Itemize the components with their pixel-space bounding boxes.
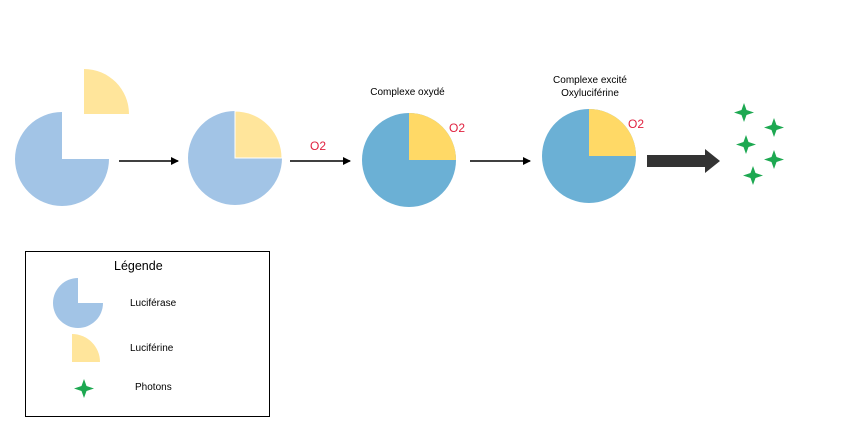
photons-group bbox=[734, 103, 784, 185]
stage-4-label-line2: Oxyluciférine bbox=[561, 88, 619, 99]
stage-3-oxidized-complex bbox=[362, 113, 456, 207]
legend-box bbox=[25, 251, 270, 417]
legend-label-luciferase: Luciférase bbox=[130, 298, 177, 309]
legend-label-photons: Photons bbox=[135, 382, 172, 393]
legend-title: Légende bbox=[114, 259, 163, 273]
luciferase-icon bbox=[53, 278, 103, 328]
luciferine-shape bbox=[84, 69, 129, 114]
stage-4-excited-complex bbox=[542, 109, 636, 203]
luciferine-icon bbox=[72, 334, 100, 362]
luciferine-shape bbox=[234, 110, 283, 159]
luciferine-oxidized-shape bbox=[589, 109, 636, 156]
luciferine-oxidized-shape bbox=[409, 113, 456, 160]
stage-2-complex bbox=[188, 110, 283, 205]
stage-3-oxygen-label: O2 bbox=[449, 121, 466, 135]
photon-icon bbox=[764, 118, 784, 137]
stage-1-separate bbox=[15, 69, 129, 206]
stage-4-oxygen-label: O2 bbox=[628, 117, 645, 131]
arrow-2-oxygen-label: O2 bbox=[310, 139, 327, 153]
photon-icon bbox=[736, 135, 756, 154]
stage-4-label-line1: Complexe excité bbox=[553, 75, 627, 86]
photon-icon bbox=[743, 166, 763, 185]
luciferase-shape bbox=[15, 112, 109, 206]
legend-label-luciferine: Luciférine bbox=[130, 343, 174, 354]
photon-icon bbox=[74, 379, 94, 398]
big-arrow bbox=[647, 149, 720, 173]
stage-3-label: Complexe oxydé bbox=[370, 87, 445, 98]
photon-icon bbox=[764, 150, 784, 169]
photon-icon bbox=[734, 103, 754, 122]
